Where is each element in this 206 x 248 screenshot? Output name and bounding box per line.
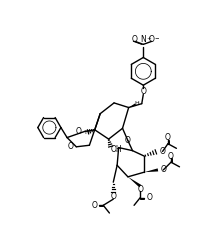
Text: H: H <box>84 130 89 135</box>
Text: +: + <box>146 36 151 41</box>
Text: O: O <box>137 185 143 194</box>
Polygon shape <box>128 177 141 187</box>
Text: O: O <box>160 165 166 174</box>
Text: O: O <box>159 147 165 156</box>
Text: O: O <box>149 34 155 43</box>
Polygon shape <box>144 168 158 172</box>
Polygon shape <box>129 103 136 108</box>
Text: O: O <box>125 136 131 145</box>
Text: H: H <box>134 101 139 106</box>
Text: −: − <box>155 36 159 41</box>
Text: O: O <box>91 201 97 210</box>
Text: O: O <box>140 87 146 96</box>
Text: O: O <box>168 152 174 160</box>
Text: O: O <box>110 192 116 201</box>
Text: O: O <box>165 133 171 142</box>
Text: O: O <box>131 34 137 43</box>
Text: O: O <box>67 142 73 151</box>
Text: OH: OH <box>111 145 123 154</box>
Text: O: O <box>146 193 152 202</box>
Text: O: O <box>76 127 82 136</box>
Text: N: N <box>140 34 146 43</box>
